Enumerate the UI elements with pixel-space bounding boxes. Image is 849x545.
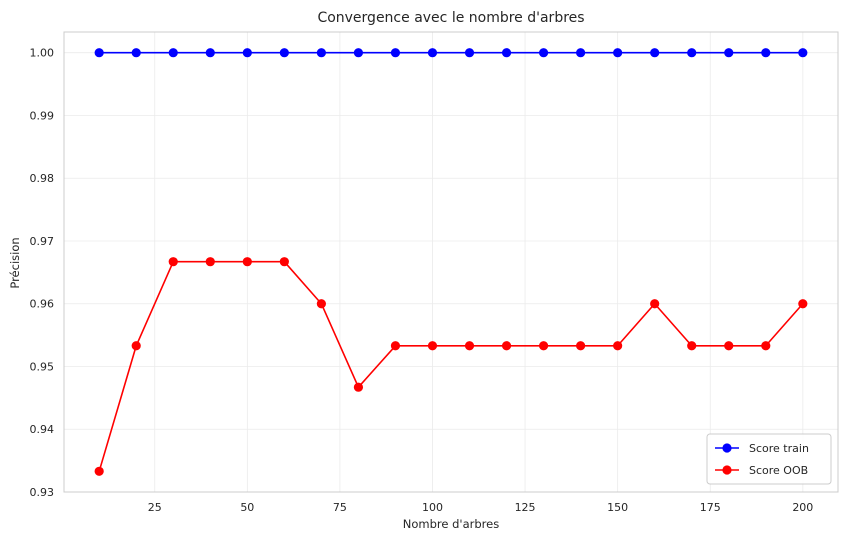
y-tick-label: 1.00: [30, 47, 55, 60]
data-point: [390, 48, 401, 58]
data-point: [501, 48, 512, 58]
data-point: [205, 257, 215, 267]
data-point: [613, 48, 623, 58]
x-tick-label: 150: [607, 501, 628, 514]
data-point: [576, 48, 586, 58]
data-point: [724, 341, 734, 351]
data-point: [279, 48, 289, 58]
data-point: [427, 341, 438, 351]
data-point: [576, 341, 586, 351]
legend-label: Score OOB: [749, 464, 808, 477]
legend-box: [706, 433, 832, 485]
x-axis-label: Nombre d'arbres: [403, 517, 499, 531]
series-score-train: [94, 48, 808, 58]
data-point: [94, 48, 104, 58]
data-point: [205, 48, 215, 58]
y-tick-label: 0.95: [30, 360, 55, 373]
data-point: [168, 48, 178, 58]
data-point: [94, 466, 104, 476]
legend: Score train Score OOB: [706, 433, 832, 485]
y-tick-label: 0.94: [30, 423, 55, 436]
legend-marker: [722, 465, 732, 475]
data-point: [798, 299, 808, 309]
data-point: [650, 299, 660, 309]
data-point: [242, 257, 252, 267]
data-point: [687, 341, 697, 351]
data-point: [761, 48, 771, 58]
data-point: [501, 341, 512, 351]
series: [94, 48, 808, 476]
y-axis-label: Précision: [8, 237, 22, 288]
data-point: [168, 257, 178, 267]
series-score-oob: [94, 257, 808, 476]
y-tick-label: 0.98: [30, 172, 55, 185]
x-tick-label: 75: [333, 501, 347, 514]
plot-frame: [63, 31, 839, 493]
data-point: [353, 48, 364, 58]
data-point: [761, 341, 771, 351]
data-point: [650, 48, 660, 58]
chart-title: Convergence avec le nombre d'arbres: [317, 10, 584, 26]
data-point: [353, 382, 364, 392]
y-tick-label: 0.96: [30, 298, 55, 311]
data-point: [131, 48, 141, 58]
data-point: [131, 341, 141, 351]
data-point: [613, 341, 623, 351]
data-point: [427, 48, 438, 58]
y-tick-label: 0.97: [30, 235, 55, 248]
y-tick-label: 0.93: [30, 486, 55, 499]
x-tick-label: 100: [422, 501, 443, 514]
y-tick-label: 0.99: [30, 109, 55, 122]
x-tick-label: 175: [700, 501, 721, 514]
data-point: [279, 257, 289, 267]
data-point: [390, 341, 401, 351]
data-point: [316, 299, 326, 309]
data-point: [798, 48, 808, 58]
legend-marker: [722, 443, 732, 453]
series-line: [98, 260, 804, 472]
data-point: [242, 48, 252, 58]
data-point: [538, 48, 549, 58]
data-point: [316, 48, 326, 58]
x-tick-label: 50: [240, 501, 254, 514]
x-tick-label: 125: [515, 501, 536, 514]
data-point: [687, 48, 697, 58]
data-point: [464, 48, 475, 58]
data-point: [724, 48, 734, 58]
x-tick-label: 200: [792, 501, 813, 514]
tick-labels: 25 50 75 100 125 150 175 200 0.93 0.94 0.95 0.96 0.9…: [30, 47, 814, 514]
data-point: [538, 341, 549, 351]
x-tick-label: 25: [148, 501, 162, 514]
data-point: [464, 341, 475, 351]
legend-label: Score train: [749, 442, 809, 455]
